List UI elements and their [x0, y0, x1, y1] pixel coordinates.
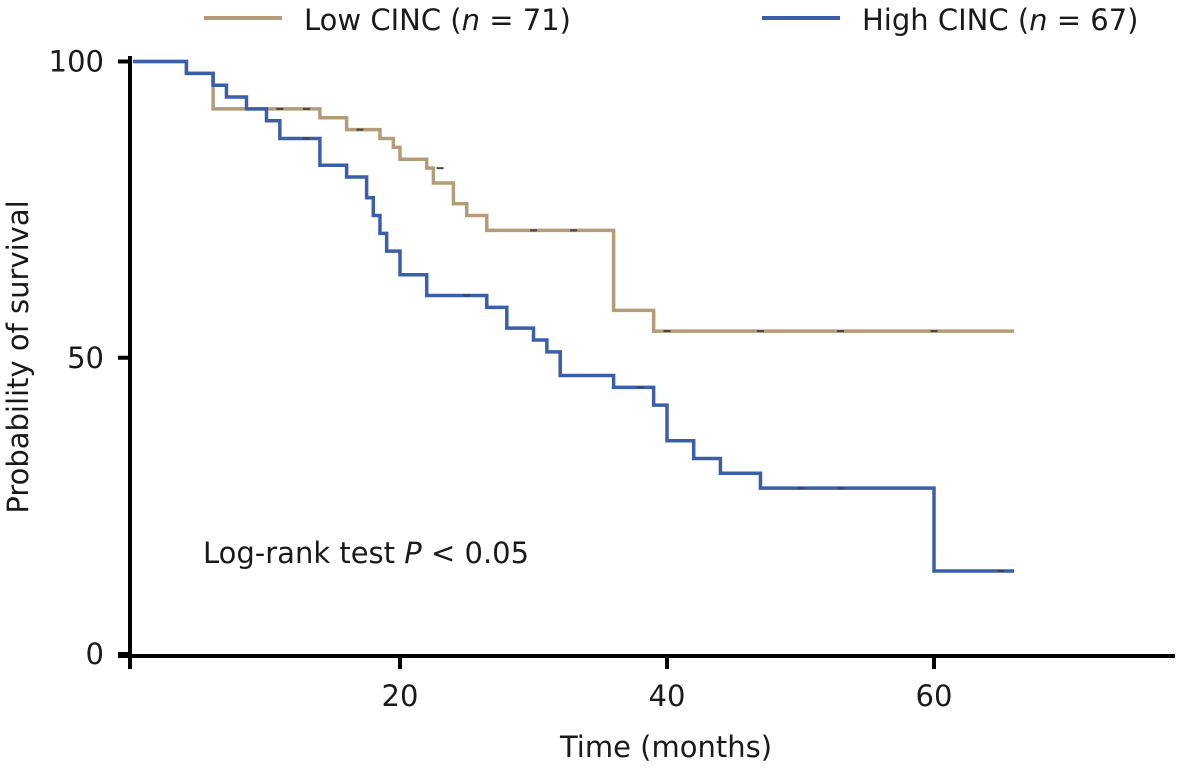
- x-tick-label: 20: [382, 679, 419, 713]
- legend: Low CINC (n = 71) High CINC (n = 67): [204, 3, 1139, 37]
- survival-curve-high-cinc: [133, 59, 1015, 573]
- x-axis-title: Time (months): [559, 730, 772, 764]
- y-ticks: 0 50 100: [49, 45, 130, 671]
- y-tick-label: 0: [86, 637, 104, 671]
- axes: 0 50 100 20 40 60 Probability of survival Ti…: [1, 45, 1175, 764]
- y-tick-label: 100: [49, 45, 104, 79]
- survival-curve-low-cinc: [133, 59, 1015, 333]
- series-high-cinc: [133, 59, 1015, 573]
- x-tick-label: 40: [649, 679, 686, 713]
- legend-label-high-cinc: High CINC (n = 67): [862, 3, 1139, 37]
- x-tick-label: 60: [916, 679, 953, 713]
- series-low-cinc: [133, 59, 1015, 333]
- series-layer: [133, 59, 1015, 573]
- log-rank-annotation: Log-rank test P < 0.05: [203, 536, 529, 570]
- x-ticks: 20 40 60: [382, 656, 953, 713]
- legend-label-low-cinc: Low CINC (n = 71): [304, 3, 571, 37]
- y-tick-label: 50: [67, 341, 104, 375]
- y-axis-title: Probability of survival: [1, 200, 35, 513]
